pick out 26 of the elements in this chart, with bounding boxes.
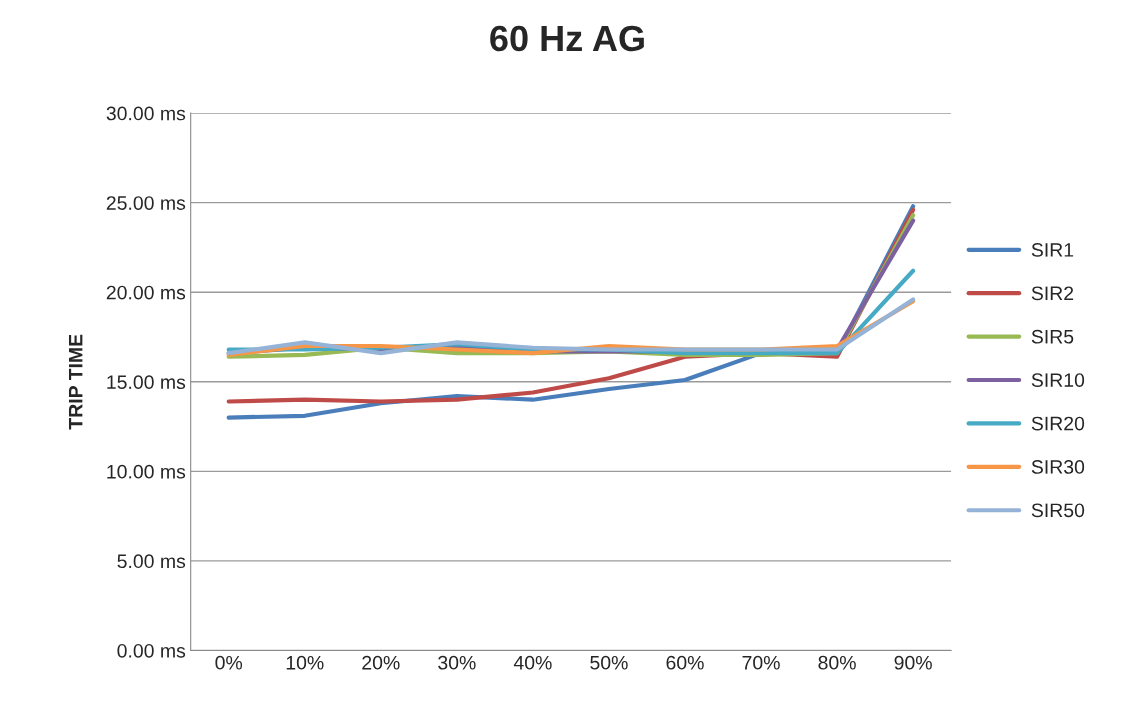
- y-tick-label: 25.00 ms: [106, 196, 186, 210]
- y-tick-label: 30.00 ms: [106, 106, 186, 121]
- y-tick-label: 5.00 ms: [117, 554, 186, 569]
- x-tick-label: 80%: [818, 655, 856, 670]
- legend-label: SIR1: [1031, 243, 1074, 257]
- y-tick-label: 0.00 ms: [117, 643, 186, 658]
- x-tick-label: 0%: [215, 655, 243, 670]
- legend-label: SIR5: [1031, 329, 1074, 344]
- legend-label: SIR30: [1031, 460, 1085, 474]
- x-tick-label: 10%: [286, 655, 324, 670]
- x-tick-label: 50%: [590, 655, 628, 670]
- x-tick-label: 90%: [894, 655, 932, 670]
- y-axis-title: TRIP TIME: [68, 334, 83, 430]
- x-tick-label: 20%: [362, 655, 400, 670]
- x-tick-label: 70%: [742, 655, 780, 670]
- x-tick-label: 60%: [666, 655, 704, 670]
- y-tick-label: 10.00 ms: [107, 464, 186, 479]
- y-tick-label: 15.00 ms: [107, 375, 186, 390]
- chart-title: 60 Hz AG: [490, 25, 644, 52]
- x-tick-label: 40%: [513, 655, 552, 670]
- legend-label: SIR50: [1031, 503, 1085, 518]
- legend-label: SIR2: [1031, 286, 1074, 301]
- y-tick-label: 20.00 ms: [106, 285, 186, 300]
- legend-label: SIR10: [1031, 373, 1085, 387]
- x-tick-label: 30%: [438, 655, 476, 670]
- legend-label: SIR20: [1031, 416, 1085, 431]
